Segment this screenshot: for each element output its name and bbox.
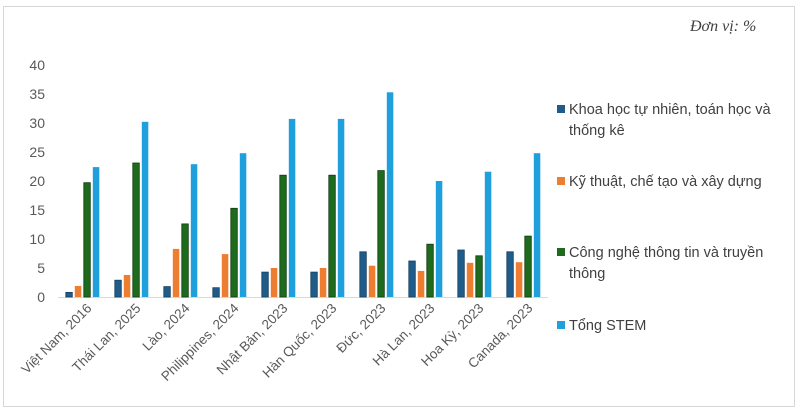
bar-series-2-cat-0 xyxy=(83,182,91,298)
bar-series-0-cat-8 xyxy=(457,249,465,298)
legend-item[interactable]: Tổng STEM xyxy=(557,316,782,337)
bar-series-3-cat-5 xyxy=(337,118,345,298)
bar-series-2-cat-4 xyxy=(279,174,287,298)
bar-series-1-cat-7 xyxy=(417,270,425,297)
bar-series-2-cat-5 xyxy=(328,174,336,298)
bar-series-0-cat-4 xyxy=(261,271,269,298)
bar-series-1-cat-3 xyxy=(221,254,229,297)
y-tick-label: 30 xyxy=(29,115,45,131)
y-tick-label: 40 xyxy=(29,57,45,73)
legend-swatch xyxy=(557,105,565,113)
legend-item[interactable]: Kỹ thuật, chế tạo và xây dựng xyxy=(557,172,782,193)
bar-series-1-cat-9 xyxy=(515,262,523,297)
bar-series-3-cat-2 xyxy=(190,164,198,297)
legend-swatch xyxy=(557,248,565,256)
bar-series-3-cat-0 xyxy=(92,167,100,297)
bar-series-2-cat-2 xyxy=(181,223,189,298)
bar-series-2-cat-7 xyxy=(426,243,434,298)
bar-series-0-cat-7 xyxy=(408,260,416,298)
bar-series-0-cat-0 xyxy=(65,291,73,298)
legend-item[interactable]: Công nghệ thông tin và truyền thông xyxy=(557,243,782,285)
y-tick-label: 20 xyxy=(29,173,45,189)
bar-series-3-cat-1 xyxy=(141,121,149,297)
legend-label: Tổng STEM xyxy=(569,318,647,334)
bar-series-0-cat-9 xyxy=(506,251,514,298)
bar-series-0-cat-3 xyxy=(212,287,220,298)
bar-series-3-cat-4 xyxy=(288,118,296,298)
bar-series-0-cat-2 xyxy=(163,286,171,298)
bar-series-0-cat-6 xyxy=(359,251,367,298)
y-tick-label: 15 xyxy=(29,202,45,218)
bar-series-0-cat-5 xyxy=(310,271,318,298)
bar-series-2-cat-8 xyxy=(475,255,483,298)
y-tick-label: 0 xyxy=(37,289,45,305)
y-tick-label: 35 xyxy=(29,86,45,102)
legend-item[interactable]: Khoa học tự nhiên, toán học và thống kê xyxy=(557,100,782,142)
bar-series-3-cat-8 xyxy=(484,171,492,297)
bar-series-1-cat-2 xyxy=(172,248,180,297)
bar-series-1-cat-6 xyxy=(368,265,376,297)
bar-series-1-cat-0 xyxy=(74,286,82,297)
bar-series-3-cat-7 xyxy=(435,181,443,297)
bar-series-0-cat-1 xyxy=(114,279,122,298)
bar-series-2-cat-6 xyxy=(377,170,385,298)
bar-series-1-cat-8 xyxy=(466,262,474,297)
y-tick-label: 10 xyxy=(29,231,45,247)
legend-swatch xyxy=(557,177,565,185)
bar-series-3-cat-3 xyxy=(239,153,247,297)
y-axis-ticks: 0 5 10 15 20 25 30 35 40 xyxy=(29,57,45,305)
bar-series-2-cat-9 xyxy=(524,235,532,298)
bar-series-2-cat-1 xyxy=(132,162,140,298)
bar-series-1-cat-1 xyxy=(123,275,131,297)
legend-swatch xyxy=(557,321,565,329)
unit-label: Đơn vị: % xyxy=(690,18,757,35)
legend-label: Công nghệ thông tin và truyền thông xyxy=(569,245,764,282)
bar-series-3-cat-9 xyxy=(533,153,541,297)
bar-series-2-cat-3 xyxy=(230,207,238,298)
y-tick-label: 25 xyxy=(29,144,45,160)
legend-label: Khoa học tự nhiên, toán học và thống kê xyxy=(569,102,771,139)
bar-series-1-cat-4 xyxy=(270,268,278,297)
bar-series-3-cat-6 xyxy=(386,92,394,297)
bar-series-1-cat-5 xyxy=(319,268,327,297)
bars xyxy=(65,92,541,298)
y-tick-label: 5 xyxy=(37,260,45,276)
legend-label: Kỹ thuật, chế tạo và xây dựng xyxy=(569,174,762,190)
